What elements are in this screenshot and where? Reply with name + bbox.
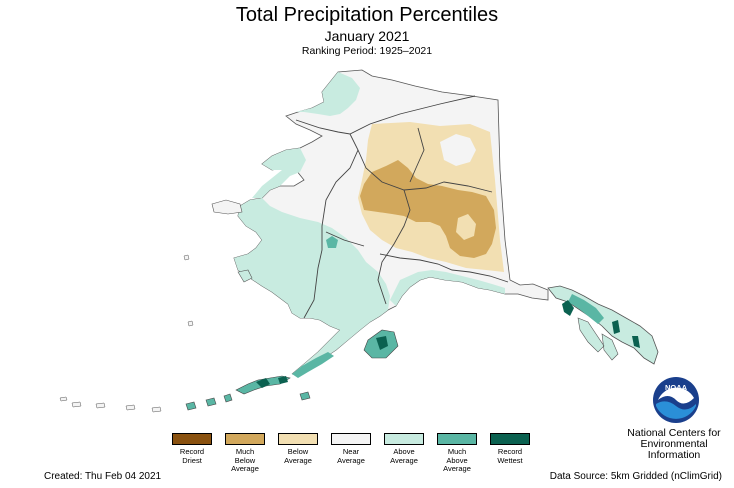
noaa-logo-text: NOAA xyxy=(665,383,688,392)
legend-swatch-below xyxy=(278,433,318,445)
climate-division-lines xyxy=(295,95,509,319)
region-interior-below-patch xyxy=(456,214,476,240)
noaa-logo-icon: NOAA xyxy=(653,377,699,423)
agency-line-2: Environmental xyxy=(640,438,708,450)
st-lawrence-island xyxy=(211,199,243,215)
legend-label-record-driest: Record Driest xyxy=(179,447,205,465)
region-west-above xyxy=(234,198,390,374)
nunivak-island xyxy=(237,269,253,283)
ranking-period: Ranking Period: 1925–2021 xyxy=(301,45,433,57)
percentile-legend: Record Driest Much Below Average Below Avera… xyxy=(170,433,540,481)
panhandle-islands xyxy=(577,317,619,361)
agency-line-3: Information xyxy=(647,449,701,461)
western-aleutians xyxy=(59,396,162,413)
map-subtitle: January 2021 xyxy=(324,28,410,44)
aleutian-record-wettest xyxy=(256,376,288,388)
kodiak-record-wettest xyxy=(376,336,388,350)
legend-swatch-near xyxy=(331,433,371,445)
map-title: Total Precipitation Percentiles xyxy=(235,4,499,26)
peninsula-much-above xyxy=(292,352,334,378)
panhandle-much-above xyxy=(568,294,604,324)
agency-line-1: National Centers for xyxy=(627,427,721,439)
data-source: Data Source: 5km Gridded (nClimGrid) xyxy=(549,471,722,482)
agency-name: National Centers for Environmental Infor… xyxy=(624,428,724,461)
region-central-above-spot xyxy=(326,236,338,248)
legend-swatch-much-above xyxy=(437,433,477,445)
legend-label-much-below: Much Below Average xyxy=(231,447,259,473)
legend-label-near: Near Average xyxy=(337,447,365,465)
legend-label-below: Below Average xyxy=(284,447,312,465)
legend-swatch-much-below xyxy=(225,433,265,445)
alaska-panhandle xyxy=(547,285,659,365)
region-kotzebue-above xyxy=(252,148,306,198)
region-upper-yukon-near xyxy=(440,134,476,166)
legend-swatch-above xyxy=(384,433,424,445)
legend-swatch-record-driest xyxy=(172,433,212,445)
legend-label-much-above: Much Above Average xyxy=(443,447,471,473)
region-southcentral-above xyxy=(390,270,505,306)
created-date: Created: Thu Feb 04 2021 xyxy=(44,471,162,482)
alaska-precipitation-map xyxy=(59,69,659,413)
pribilof-islands xyxy=(183,254,194,327)
region-northwest-above xyxy=(296,72,360,116)
legend-swatch-record-wettest xyxy=(490,433,530,445)
aleutian-islands xyxy=(185,375,311,411)
legend-label-above: Above Average xyxy=(390,447,418,465)
legend-label-record-wettest: Record Wettest xyxy=(497,447,523,465)
panhandle-record-wettest xyxy=(562,300,640,348)
